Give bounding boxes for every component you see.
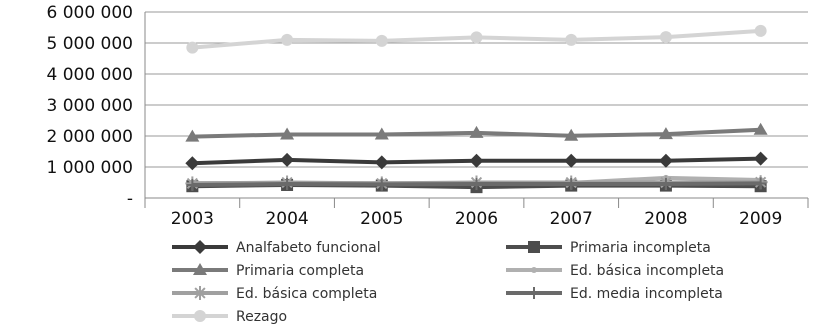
series-ed-media-incompleta [186,177,767,191]
data-point [658,127,673,140]
data-point [565,178,578,191]
data-point [469,125,484,138]
legend-marker [194,310,206,322]
y-tick-label: 1 000 000 [46,158,133,178]
legend-marker [528,241,540,253]
legend-label: Primaria completa [236,263,364,279]
legend-label: Ed. básica incompleta [570,263,724,279]
legend-marker [528,287,540,299]
legend-marker [531,267,537,273]
x-tick-label: 2004 [265,209,308,229]
data-point [185,156,200,171]
data-point [564,128,579,141]
series-primaria-completa [185,122,768,142]
data-point [280,127,295,140]
x-tick-label: 2006 [455,209,498,229]
data-point [281,33,294,46]
legend-label: Ed. básica completa [236,286,377,302]
x-tick-label: 2007 [550,209,593,229]
legend-item: Analfabeto funcional [172,240,381,256]
x-tick-label: 2009 [739,209,782,229]
legend-item: Ed. básica completa [172,286,377,302]
legend-item: Primaria completa [172,263,364,279]
data-point [753,122,768,135]
data-point [374,127,389,140]
legend: Analfabeto funcional Primaria incompleta P… [172,240,724,325]
legend-item: Ed. media incompleta [506,286,723,302]
data-point [280,152,295,167]
data-point [375,178,388,191]
x-tick-label: 2008 [644,209,687,229]
data-point [565,33,578,46]
series-analfabeto-funcional [185,151,768,171]
data-point [375,34,388,47]
data-point [281,178,294,191]
legend-marker [193,286,207,300]
y-tick-label: 5 000 000 [46,34,133,54]
legend-label: Ed. media incompleta [570,286,723,302]
data-point [754,24,767,37]
series-layer [185,24,768,194]
data-point [185,129,200,142]
data-point [564,153,579,168]
data-point [753,151,768,166]
legend-item: Primaria incompleta [506,240,711,256]
y-tick-label: 2 000 000 [46,127,133,147]
x-tick-label: 2003 [171,209,214,229]
data-point [470,178,483,191]
data-point [659,178,672,191]
legend-marker [193,263,207,275]
legend-label: Rezago [236,309,287,325]
data-point [659,31,672,44]
legend-item: Ed. básica incompleta [506,263,724,279]
y-tick-label: 6 000 000 [46,3,133,23]
data-point [186,178,199,191]
legend-label: Primaria incompleta [570,240,711,256]
data-point [754,177,767,190]
y-tick-label: - [127,189,133,209]
legend-label: Analfabeto funcional [236,240,381,256]
data-point [470,31,483,44]
x-tick-label: 2005 [360,209,403,229]
data-point [186,41,199,54]
y-tick-label: 3 000 000 [46,96,133,116]
series-rezago [186,24,767,54]
data-point [469,153,484,168]
y-tick-label: 4 000 000 [46,65,133,85]
legend-item: Rezago [172,309,287,325]
data-point [658,153,673,168]
legend-marker [193,240,207,254]
axis-layer: - 1 000 000 2 000 000 3 000 000 4 000 000 5 0… [46,3,809,229]
data-point [374,155,389,170]
